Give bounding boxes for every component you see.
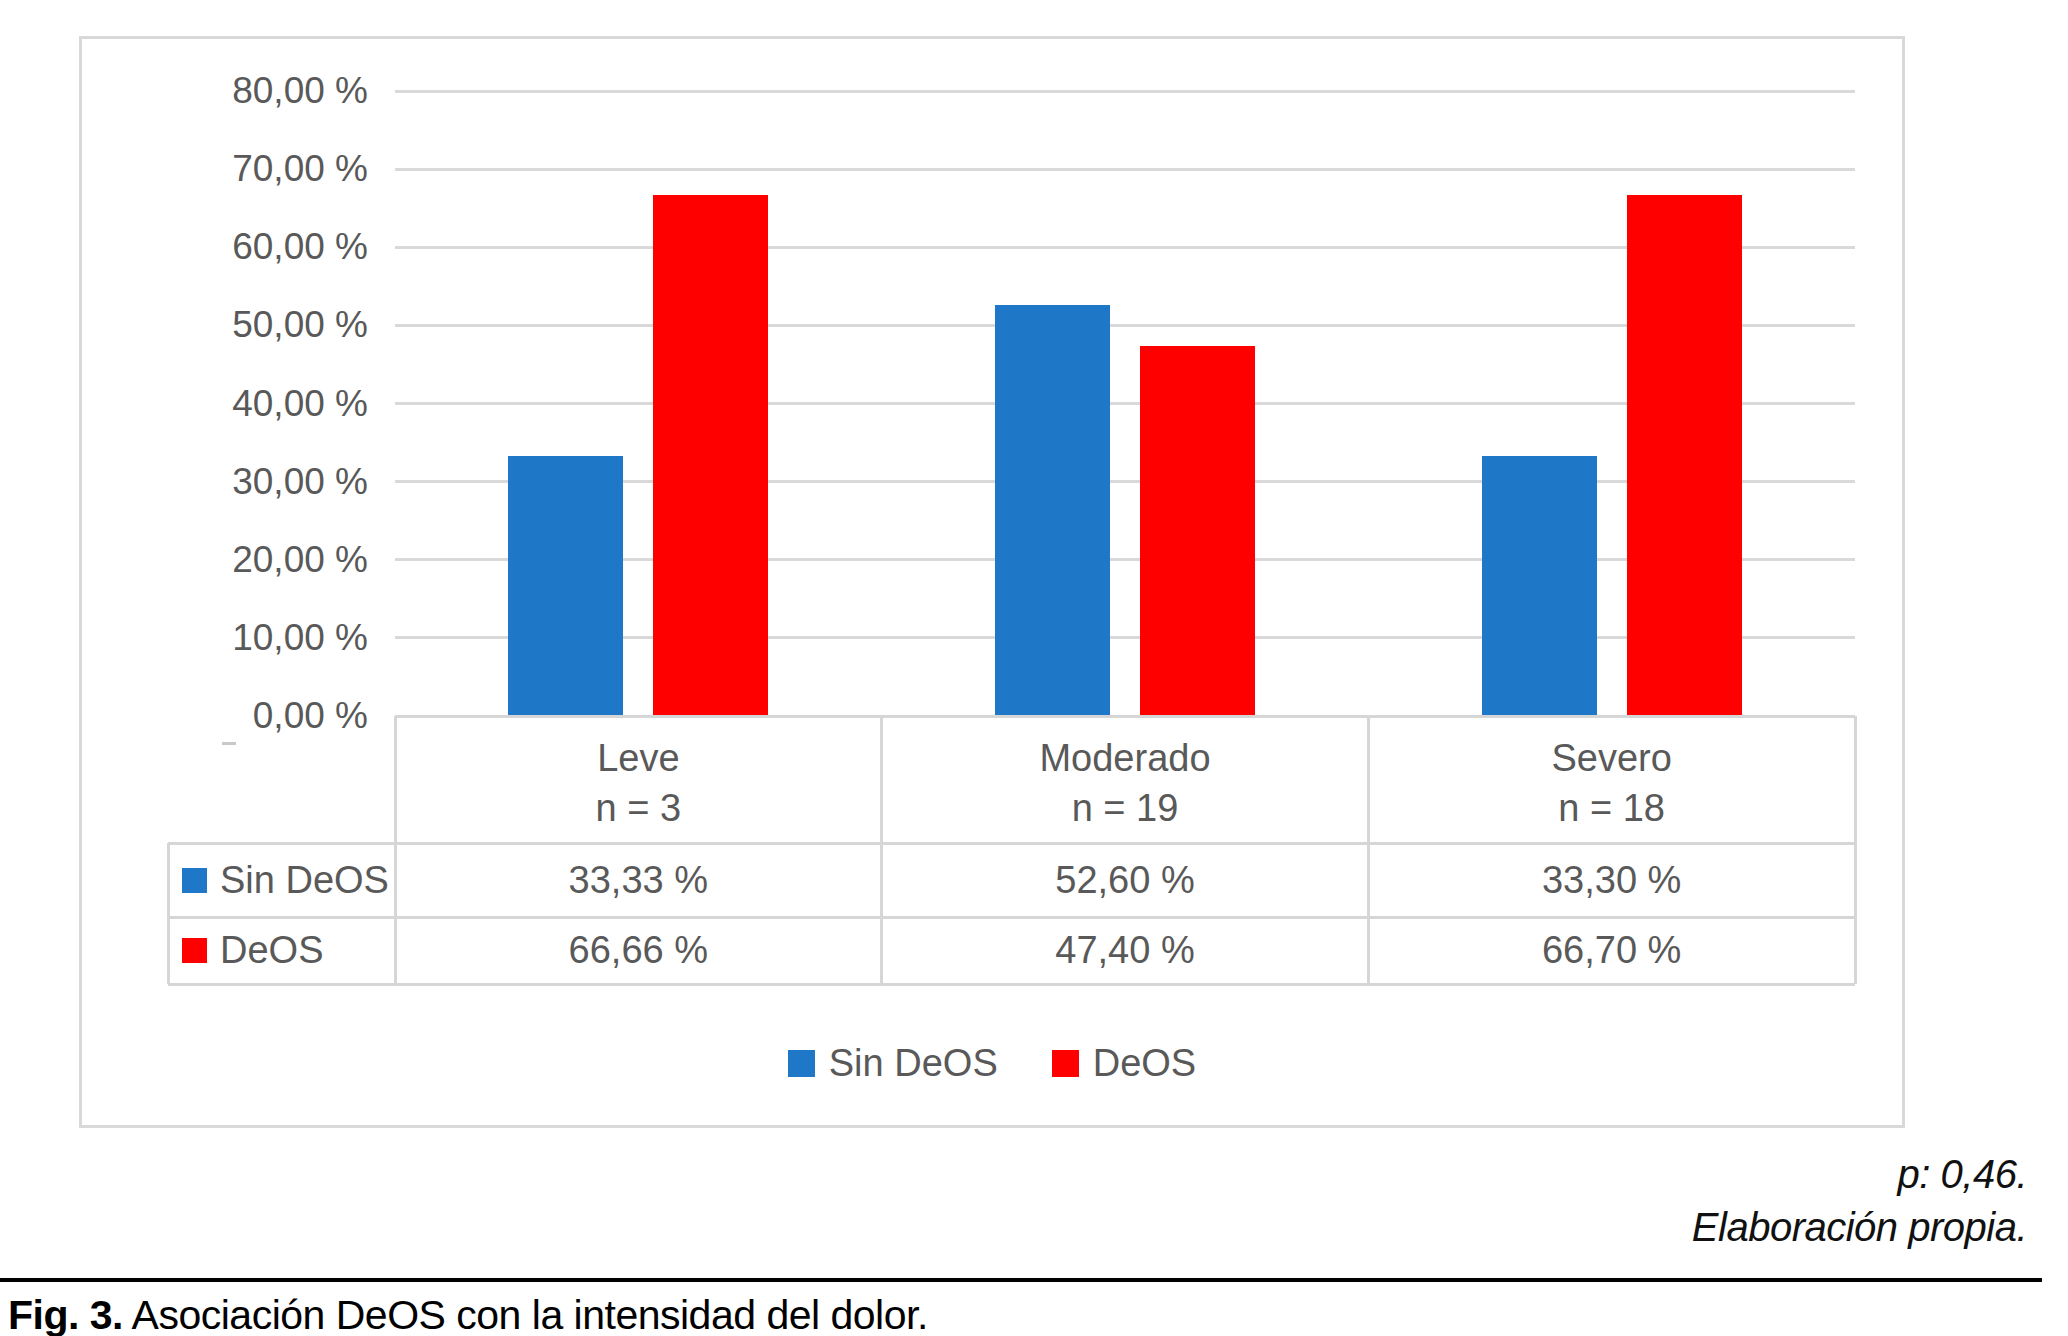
table-series-label: Sin DeOS [168, 843, 395, 917]
source-note: Elaboración propia. [1127, 1203, 2027, 1251]
legend-key-blue-icon [182, 868, 207, 893]
bar-deos-severo [1627, 195, 1742, 716]
category-label: Moderado [1039, 733, 1210, 783]
table-header-cell: Moderadon = 19 [882, 724, 1369, 841]
y-gridline [395, 90, 1855, 93]
y-axis-tick-label: 80,00 % [140, 69, 368, 113]
bar-sin-deos-moderado [995, 305, 1110, 716]
table-value-cell: 47,40 % [882, 917, 1369, 984]
y-axis-tick-label: 10,00 % [140, 616, 368, 660]
y-axis-tick-label: 60,00 % [140, 225, 368, 269]
table-value-cell: 66,70 % [1368, 917, 1855, 984]
table-header-cell: Leven = 3 [395, 724, 882, 841]
p-value-note: p: 0,46. [1127, 1150, 2027, 1198]
table-value-cell: 52,60 % [882, 843, 1369, 917]
chart-legend: Sin DeOS DeOS [79, 1040, 1905, 1086]
legend-label: DeOS [1093, 1042, 1196, 1085]
y-axis-tick-label: 70,00 % [140, 147, 368, 191]
category-n-label: n = 18 [1558, 783, 1665, 833]
caption-divider [0, 1278, 2042, 1282]
category-n-label: n = 3 [596, 783, 682, 833]
table-header-cell: Severon = 18 [1368, 724, 1855, 841]
figure-caption: Fig. 3. Asociación DeOS con la intensida… [8, 1292, 928, 1336]
category-n-label: n = 19 [1072, 783, 1179, 833]
figure-caption-label: Fig. 3. [8, 1292, 123, 1336]
bar-deos-moderado [1140, 346, 1255, 716]
table-value-cell: 33,33 % [395, 843, 882, 917]
figure-caption-text: Asociación DeOS con la intensidad del do… [123, 1292, 928, 1336]
series-name: Sin DeOS [220, 859, 389, 902]
category-label: Leve [597, 733, 679, 783]
legend-key-red-icon [182, 938, 207, 963]
table-value-cell: 66,66 % [395, 917, 882, 984]
table-series-label: DeOS [168, 917, 395, 984]
legend-swatch-blue-icon [788, 1050, 815, 1077]
bar-sin-deos-leve [508, 456, 623, 716]
series-name: DeOS [220, 929, 323, 972]
legend-label: Sin DeOS [829, 1042, 998, 1085]
y-axis-tick-label: 0,00 % [140, 694, 368, 738]
table-value-cell: 33,30 % [1368, 843, 1855, 917]
table-border [395, 715, 1855, 718]
y-axis-tick-label: 40,00 % [140, 382, 368, 426]
y-axis-tick-label: 50,00 % [140, 303, 368, 347]
bar-sin-deos-severo [1482, 456, 1597, 716]
axis-minor-tick [222, 742, 236, 745]
bar-deos-leve [653, 195, 768, 716]
legend-swatch-red-icon [1052, 1050, 1079, 1077]
y-gridline [395, 168, 1855, 171]
y-axis-tick-label: 30,00 % [140, 460, 368, 504]
category-label: Severo [1551, 733, 1671, 783]
y-axis-tick-label: 20,00 % [140, 538, 368, 582]
